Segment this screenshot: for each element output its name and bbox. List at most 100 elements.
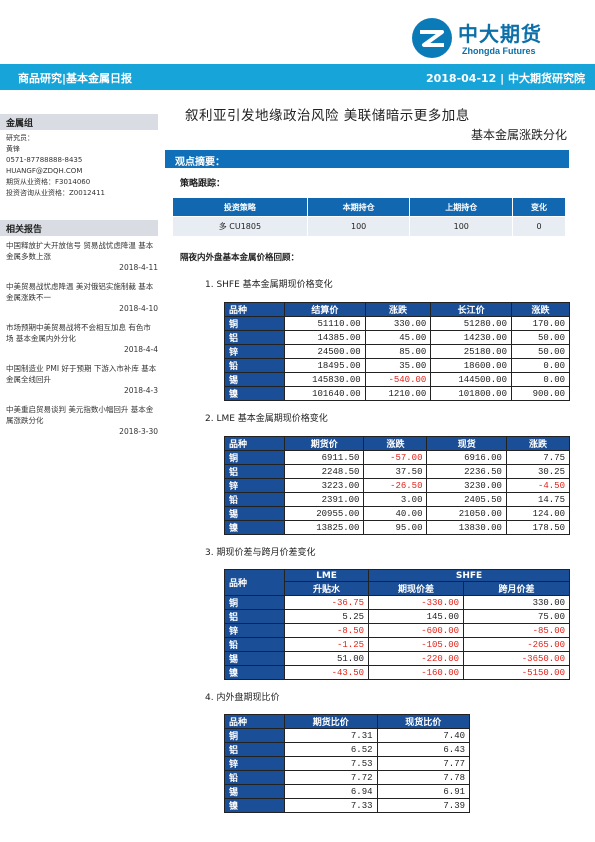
- analyst-line: 研究员：: [6, 134, 34, 142]
- table-row: 锡 6.94 6.91: [224, 784, 470, 799]
- analyst-line: 期货从业资格：F3014060: [6, 178, 91, 186]
- table-cell: 51.00: [283, 651, 370, 666]
- spread-table: 品种 LME SHFE 升贴水 期现价差 跨月价差铜 -36.75 -330.00 330.00…: [224, 569, 570, 680]
- table-cell: 6.43: [376, 742, 470, 757]
- table-row: 多 CU1805 100 100 0: [172, 216, 566, 237]
- table-row: 铜 7.31 7.40: [224, 728, 470, 743]
- table-row: 铜 -36.75 -330.00 330.00: [224, 595, 570, 610]
- table-row: 铝 14385.00 45.00 14230.00 50.00: [224, 330, 571, 345]
- table-cell: -85.00: [463, 623, 570, 638]
- table-cell: 7.75: [505, 450, 571, 465]
- related-report[interactable]: 中国释放扩大开放信号 贸易战忧虑降温 基本金属多数上涨 2018-4-11: [6, 241, 158, 272]
- table-row: 镍 13825.00 95.00 13830.00 178.50: [224, 520, 571, 535]
- table-cell: -1.25: [283, 637, 370, 652]
- table-cell: 900.00: [510, 386, 571, 401]
- table-cell: -5150.00: [463, 665, 570, 680]
- table-cell: -43.50: [283, 665, 370, 680]
- column-header: SHFE: [368, 569, 570, 582]
- table-cell: 6.52: [284, 742, 378, 757]
- related-report[interactable]: 市场预期中美贸易战将不会相互加息 有色市场 基本金属内外分化 2018-4-4: [6, 323, 158, 354]
- table-cell: 35.00: [364, 358, 432, 373]
- column-header: 期货价: [283, 436, 365, 451]
- position-table: 投资策略 本期持仓 上期持仓 变化 多 CU1805 100 100 0: [172, 197, 566, 237]
- table-cell: 178.50: [505, 520, 571, 535]
- table-cell: 7.72: [284, 770, 378, 785]
- report-title: 叙利亚引发地缘政治风险 美联储暗示更多加息: [185, 108, 470, 124]
- column-header: 品种: [224, 569, 285, 596]
- column-header: 涨跌: [363, 436, 428, 451]
- analyst-line: 投资咨询从业资格：Z0012411: [6, 189, 105, 197]
- metal-name: 锌: [224, 756, 285, 771]
- table-cell: 14385.00: [284, 330, 366, 345]
- table-cell: 75.00: [463, 609, 570, 624]
- metal-name: 锡: [224, 506, 285, 521]
- table-cell: 1210.00: [364, 386, 432, 401]
- table-cell: -105.00: [368, 637, 465, 652]
- table-row: 铅 18495.00 35.00 18600.00 0.00: [224, 358, 571, 373]
- column-header: 期货比价: [284, 714, 378, 729]
- column-header: 升贴水: [283, 581, 370, 596]
- related-report[interactable]: 中美重启贸易谈判 美元指数小幅回升 基本金属涨跌分化 2018-3-30: [6, 405, 158, 436]
- metal-name: 铅: [224, 358, 285, 373]
- metal-name: 铝: [224, 742, 285, 757]
- price-review-label: 隔夜内外盘基本金属价格回顾：: [180, 253, 300, 263]
- table-row: 铅 2391.00 3.00 2405.50 14.75: [224, 492, 571, 507]
- table-cell: 14230.00: [430, 330, 512, 345]
- table-row: 铜 51110.00 330.00 51280.00 170.00: [224, 316, 571, 331]
- company-logo: 中大期货 Zhongda Futures: [412, 18, 572, 62]
- table-row: 铝 6.52 6.43: [224, 742, 470, 757]
- table-cell: 7.39: [376, 798, 470, 813]
- table-row: 锡 51.00 -220.00 -3650.00: [224, 651, 570, 666]
- table-cell: 0.00: [510, 372, 571, 387]
- table-cell: -540.00: [364, 372, 432, 387]
- metal-name: 锡: [224, 651, 285, 666]
- table-cell: 7.77: [376, 756, 470, 771]
- header-banner: 商品研究|基本金属日报 2018-04-12 | 中大期货研究院: [0, 64, 595, 90]
- table-header-row: 品种 期货比价 现货比价: [224, 714, 470, 729]
- table-cell: 20955.00: [283, 506, 365, 521]
- table-cell: -220.00: [368, 651, 465, 666]
- table-cell: 6916.00: [426, 450, 507, 465]
- logo-english-name: Zhongda Futures: [462, 46, 536, 56]
- lme-table: 品种 期货价 涨跌 现货 涨跌铜 6911.50 -57.00 6916.00 7.75 铝 224…: [224, 436, 571, 535]
- table-header-row: 投资策略 本期持仓 上期持仓 变化: [172, 197, 566, 217]
- table-cell: 145830.00: [284, 372, 366, 387]
- table-group-header-row: 品种 LME SHFE: [224, 569, 570, 596]
- metal-name: 铅: [224, 637, 285, 652]
- report-subtitle: 基本金属涨跌分化: [470, 128, 567, 142]
- table-cell: 2405.50: [426, 492, 507, 507]
- table-cell: 145.00: [368, 609, 465, 624]
- logo-mark-icon: [412, 18, 452, 58]
- column-header: 涨跌: [510, 302, 571, 317]
- table-row: 锌 -8.50 -600.00 -85.00: [224, 623, 570, 638]
- table-cell: 21050.00: [426, 506, 507, 521]
- metal-name: 铜: [224, 450, 285, 465]
- metal-name: 锡: [224, 784, 285, 799]
- table-cell: 3223.00: [283, 478, 365, 493]
- table-cell: -36.75: [283, 595, 370, 610]
- metal-name: 铝: [224, 464, 285, 479]
- table-cell: -57.00: [363, 450, 428, 465]
- related-report[interactable]: 中国制造业 PMI 好于预期 下游入市补库 基本金属全线回升 2018-4-3: [6, 364, 158, 395]
- related-report[interactable]: 中美贸易战忧虑降温 美对俄铝实施制裁 基本金属涨跌不一 2018-4-10: [6, 282, 158, 313]
- table-cell: 40.00: [363, 506, 428, 521]
- metal-name: 铅: [224, 492, 285, 507]
- table-cell: -8.50: [283, 623, 370, 638]
- table-cell: 18600.00: [430, 358, 512, 373]
- metal-name: 铜: [224, 595, 285, 610]
- table-cell: 0.00: [510, 358, 571, 373]
- table-cell: 5.25: [283, 609, 370, 624]
- table-cell: -330.00: [368, 595, 465, 610]
- metal-name: 镍: [224, 386, 285, 401]
- column-header: 品种: [224, 302, 285, 317]
- table-cell: 13825.00: [283, 520, 365, 535]
- column-header: 跨月价差: [463, 581, 570, 596]
- table-cell: 50.00: [510, 344, 571, 359]
- analyst-line: 黄锋: [6, 145, 20, 153]
- table-cell: 7.78: [376, 770, 470, 785]
- column-header: LME: [283, 569, 370, 582]
- column-header: 结算价: [284, 302, 366, 317]
- table-cell: -600.00: [368, 623, 465, 638]
- table-cell: 2391.00: [283, 492, 365, 507]
- lme-subtitle: 2. LME 基本金属期现价格变化: [205, 414, 328, 424]
